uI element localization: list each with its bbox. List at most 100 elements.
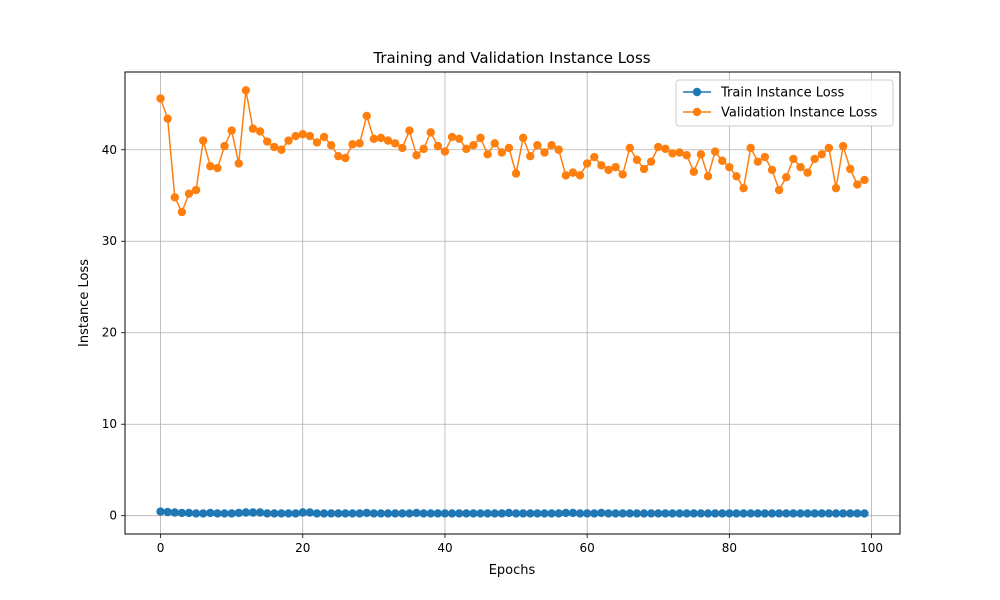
data-point [206,508,215,518]
data-point [447,509,457,518]
data-point [405,509,414,518]
data-point [604,509,613,518]
legend-label: Validation Instance Loss [721,106,877,121]
data-point [312,138,322,147]
data-point [163,114,172,123]
data-point [277,509,286,518]
data-point [710,147,720,156]
data-point [476,133,485,143]
data-point [319,132,329,142]
data-point [760,152,770,162]
data-point [646,157,656,166]
data-point [284,136,293,145]
data-point [241,508,251,517]
x-tick-label: 0 [157,541,165,555]
data-point [725,162,734,172]
data-point [469,140,478,150]
data-point [590,152,599,162]
data-point [746,143,755,153]
data-point [383,509,393,518]
data-point [590,509,599,518]
data-point [853,180,862,189]
data-point [860,175,869,185]
data-point [206,162,215,171]
data-point [540,148,549,157]
data-point [462,144,471,154]
data-point [326,140,336,150]
data-point [156,507,165,516]
data-point [753,509,762,518]
data-point [760,509,770,518]
data-point [831,183,841,193]
data-point [526,509,535,518]
data-point [419,509,428,518]
data-point [511,509,521,518]
data-point [298,130,307,139]
data-point [561,508,571,518]
data-point [846,164,855,174]
data-point [533,509,542,518]
data-point [796,162,805,172]
data-point [277,145,286,154]
data-point [454,509,464,518]
legend-marker [692,87,702,97]
data-point [689,509,699,518]
data-point [270,142,279,152]
data-point [362,111,371,121]
data-point [810,154,819,164]
data-point [241,86,251,95]
data-point [334,509,343,518]
data-point [810,509,819,518]
data-point [263,509,272,518]
data-point [355,139,364,148]
data-point [291,509,300,518]
legend-entry: Validation Instance Loss [683,106,877,121]
data-point [440,147,450,156]
x-axis-ticks: 0 20 40 60 80 100 [157,534,883,555]
data-point [447,132,457,142]
data-point [753,157,762,166]
data-point [838,141,848,151]
data-point [611,162,620,172]
data-point [177,508,187,518]
data-point [675,148,684,157]
data-point [184,508,194,518]
data-point [383,136,393,145]
data-point [369,134,379,143]
y-axis-ticks: 0 10 20 30 40 [102,143,125,523]
data-point [490,509,499,518]
data-point [789,154,798,164]
data-point [540,509,549,518]
x-tick-label: 20 [295,541,310,555]
data-point [846,509,855,518]
data-point [682,509,691,518]
data-point [362,508,371,518]
data-point [454,134,464,143]
data-point [319,509,329,518]
data-point [817,150,826,159]
data-point [718,156,727,165]
data-point [675,509,684,518]
data-point [682,151,691,160]
data-point [817,509,826,518]
data-point [227,126,236,135]
data-point [163,507,172,517]
y-tick-label: 10 [102,417,117,431]
data-point [554,509,563,518]
data-point [191,509,201,518]
data-point [632,509,642,518]
data-point [668,149,677,158]
data-point [625,143,635,153]
data-point [426,509,435,518]
data-point [341,153,350,163]
data-point [554,145,563,154]
data-point [227,509,236,518]
data-point [255,127,265,136]
data-point [469,509,478,518]
data-point [348,509,357,518]
y-tick-label: 0 [109,509,117,523]
data-point [654,142,663,152]
data-point [440,509,450,518]
data-point [575,171,585,180]
data-point [718,509,727,518]
